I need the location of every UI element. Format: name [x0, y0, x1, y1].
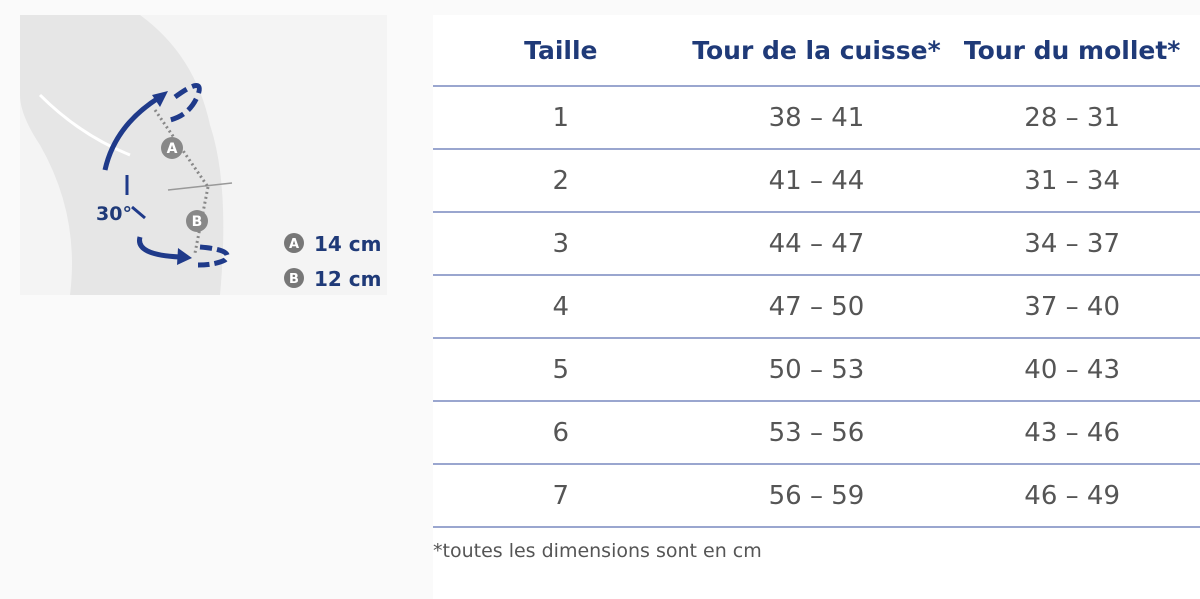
legend-marker [284, 233, 304, 253]
table-cell: 37 – 40 [944, 275, 1200, 339]
table-cell: 53 – 56 [688, 401, 945, 465]
column-header: Taille [433, 15, 689, 87]
legend-marker [284, 268, 304, 288]
angle-label: 30° [96, 203, 132, 225]
column-header: Tour de la cuisse* [688, 15, 945, 87]
measure-b [193, 186, 210, 254]
table-cell: 47 – 50 [688, 275, 945, 339]
legend-marker-label: B [289, 272, 299, 287]
table-cell: 40 – 43 [944, 338, 1200, 402]
table-cell: 31 – 34 [944, 149, 1200, 213]
table-cell: 5 [433, 338, 689, 402]
knee-line [167, 182, 233, 191]
table-cell: 56 – 59 [688, 464, 945, 528]
table-row: 1 38 – 41 28 – 31 [433, 86, 1200, 150]
marker-a [161, 137, 183, 159]
table-cell: 2 [433, 149, 689, 213]
arrow-head [177, 248, 192, 265]
arrow-thigh [102, 94, 162, 171]
table-cell: 1 [433, 86, 689, 150]
table-cell: 6 [433, 401, 689, 465]
header-row: Taille Tour de la cuisse* Tour du mollet* [433, 15, 1200, 87]
table-cell: 50 – 53 [688, 338, 945, 402]
arrow-calf-loop [197, 244, 230, 268]
table-cell: 28 – 31 [944, 86, 1200, 150]
angle-arc [125, 175, 146, 220]
table-cell: 38 – 41 [688, 86, 945, 150]
size-table: Taille Tour de la cuisse* Tour du mollet* … [433, 15, 1200, 528]
table-cell: 4 [433, 275, 689, 339]
column-header: Tour du mollet* [944, 15, 1200, 87]
table-cell: 34 – 37 [944, 212, 1200, 276]
table-row: 6 53 – 56 43 – 46 [433, 401, 1200, 465]
legend-marker-label: A [289, 237, 299, 252]
leg-shape [20, 15, 224, 295]
table-row: 2 41 – 44 31 – 34 [433, 149, 1200, 213]
table-row: 3 44 – 47 34 – 37 [433, 212, 1200, 276]
legend-text: 12 cm [314, 267, 382, 291]
arrow-head [152, 91, 168, 107]
table-cell: 7 [433, 464, 689, 528]
legend-text: 14 cm [314, 232, 382, 256]
arrow-thigh-loop [169, 83, 202, 123]
table-row: 5 50 – 53 40 – 43 [433, 338, 1200, 402]
table-body: 1 38 – 41 28 – 31 2 41 – 44 31 – 34 3 44 – 47 34… [433, 86, 1200, 528]
size-table-container: Taille Tour de la cuisse* Tour du mollet* … [433, 15, 1200, 599]
table-cell: 46 – 49 [944, 464, 1200, 528]
marker-b [186, 210, 208, 232]
table-row: 7 56 – 59 46 – 49 [433, 464, 1200, 528]
arrow-calf [137, 236, 181, 260]
table-cell: 3 [433, 212, 689, 276]
table-cell: 44 – 47 [688, 212, 945, 276]
table-cell: 41 – 44 [688, 149, 945, 213]
table-cell: 43 – 46 [944, 401, 1200, 465]
knee-figure: A B 30° A 14 cm B 12 cm [20, 15, 387, 295]
leg-crease [38, 93, 131, 157]
footnote: *toutes les dimensions sont en cm [433, 540, 762, 562]
marker-label: A [167, 141, 178, 157]
marker-label: B [192, 214, 203, 230]
table-row: 4 47 – 50 37 – 40 [433, 275, 1200, 339]
